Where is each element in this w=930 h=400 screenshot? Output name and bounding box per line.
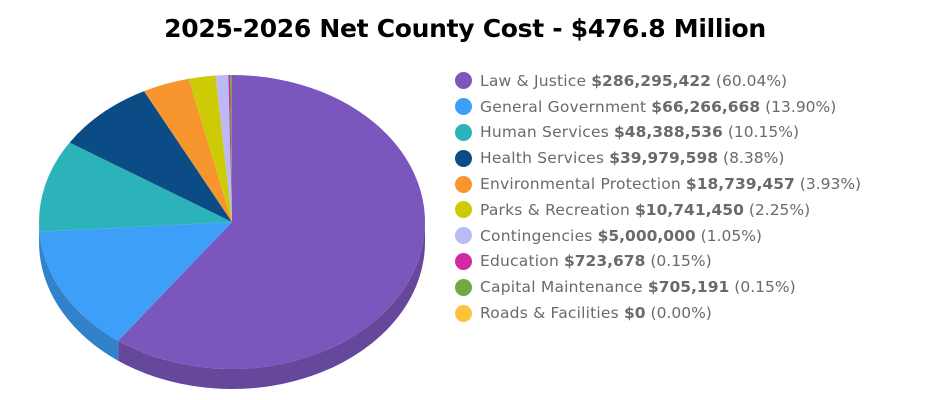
legend-item[interactable]: Human Services $48,388,536 (10.15%) bbox=[455, 120, 861, 146]
legend-swatch-icon bbox=[455, 149, 472, 167]
legend-percent: (1.05%) bbox=[700, 226, 762, 245]
legend-item[interactable]: Education $723,678 (0.15%) bbox=[455, 249, 861, 275]
legend-swatch-icon bbox=[455, 227, 472, 245]
legend-label: Roads & Facilities bbox=[480, 304, 619, 323]
legend-label: Law & Justice bbox=[480, 71, 587, 90]
legend-percent: (60.04%) bbox=[715, 71, 788, 90]
legend-amount: $286,295,422 bbox=[591, 71, 711, 90]
pie-slice-side bbox=[39, 231, 119, 361]
legend-item[interactable]: Parks & Recreation $10,741,450 (2.25%) bbox=[455, 197, 861, 223]
legend-label: Human Services bbox=[480, 123, 609, 142]
pie-slice-education[interactable] bbox=[228, 75, 232, 222]
legend-swatch-icon bbox=[455, 304, 472, 322]
pie-slice-health-services[interactable] bbox=[69, 91, 233, 222]
legend-item[interactable]: Law & Justice $286,295,422 (60.04%) bbox=[455, 68, 861, 94]
legend-amount: $0 bbox=[623, 304, 646, 323]
legend-percent: (0.15%) bbox=[650, 252, 712, 271]
legend-amount: $5,000,000 bbox=[597, 226, 696, 245]
legend-item[interactable]: Health Services $39,979,598 (8.38%) bbox=[455, 145, 861, 171]
pie-slice-contingencies[interactable] bbox=[215, 75, 232, 222]
pie-slice-environmental-protection[interactable] bbox=[144, 78, 232, 222]
legend-percent: (8.38%) bbox=[723, 149, 785, 168]
pie-slice-law-justice[interactable] bbox=[118, 75, 425, 369]
chart-legend: Law & Justice $286,295,422 (60.04%) Gene… bbox=[455, 68, 861, 326]
legend-swatch-icon bbox=[455, 98, 472, 116]
legend-amount: $18,739,457 bbox=[685, 175, 795, 194]
pie-slice-side bbox=[118, 222, 425, 389]
legend-amount: $10,741,450 bbox=[635, 200, 744, 219]
legend-amount: $723,678 bbox=[563, 252, 646, 271]
legend-item[interactable]: General Government $66,266,668 (13.90%) bbox=[455, 94, 861, 120]
legend-percent: (2.25%) bbox=[748, 200, 811, 219]
legend-swatch-icon bbox=[455, 252, 472, 270]
pie-slice-parks-recreation[interactable] bbox=[188, 75, 232, 222]
legend-label: General Government bbox=[480, 97, 647, 116]
legend-percent: (3.93%) bbox=[799, 175, 862, 194]
legend-label: Parks & Recreation bbox=[480, 200, 631, 219]
legend-label: Education bbox=[480, 252, 559, 271]
pie-slice-general-government[interactable] bbox=[39, 222, 232, 341]
legend-item[interactable]: Environmental Protection $18,739,457 (3.… bbox=[455, 171, 861, 197]
legend-amount: $39,979,598 bbox=[609, 149, 719, 168]
legend-percent: (10.15%) bbox=[727, 123, 800, 142]
legend-label: Health Services bbox=[480, 149, 605, 168]
legend-swatch-icon bbox=[455, 278, 472, 296]
legend-label: Environmental Protection bbox=[480, 175, 681, 194]
pie-slice-capital-maintenance[interactable] bbox=[230, 75, 232, 222]
legend-label: Capital Maintenance bbox=[480, 278, 643, 297]
legend-swatch-icon bbox=[455, 123, 472, 141]
chart-title: 2025-2026 Net County Cost - $476.8 Milli… bbox=[164, 14, 766, 43]
legend-label: Contingencies bbox=[480, 226, 593, 245]
legend-item[interactable]: Contingencies $5,000,000 (1.05%) bbox=[455, 223, 861, 249]
legend-amount: $66,266,668 bbox=[651, 97, 761, 116]
legend-item[interactable]: Capital Maintenance $705,191 (0.15%) bbox=[455, 274, 861, 300]
legend-item[interactable]: Roads & Facilities $0 (0.00%) bbox=[455, 300, 861, 326]
legend-swatch-icon bbox=[455, 175, 472, 193]
legend-percent: (0.15%) bbox=[734, 278, 796, 297]
legend-amount: $705,191 bbox=[647, 278, 730, 297]
legend-percent: (13.90%) bbox=[765, 97, 837, 116]
legend-swatch-icon bbox=[455, 72, 472, 90]
pie-slice-human-services[interactable] bbox=[39, 142, 232, 232]
pie-chart-graphic bbox=[39, 75, 425, 389]
legend-swatch-icon bbox=[455, 201, 472, 219]
legend-percent: (0.00%) bbox=[650, 304, 712, 323]
legend-amount: $48,388,536 bbox=[614, 123, 723, 142]
pie-chart bbox=[0, 0, 450, 400]
